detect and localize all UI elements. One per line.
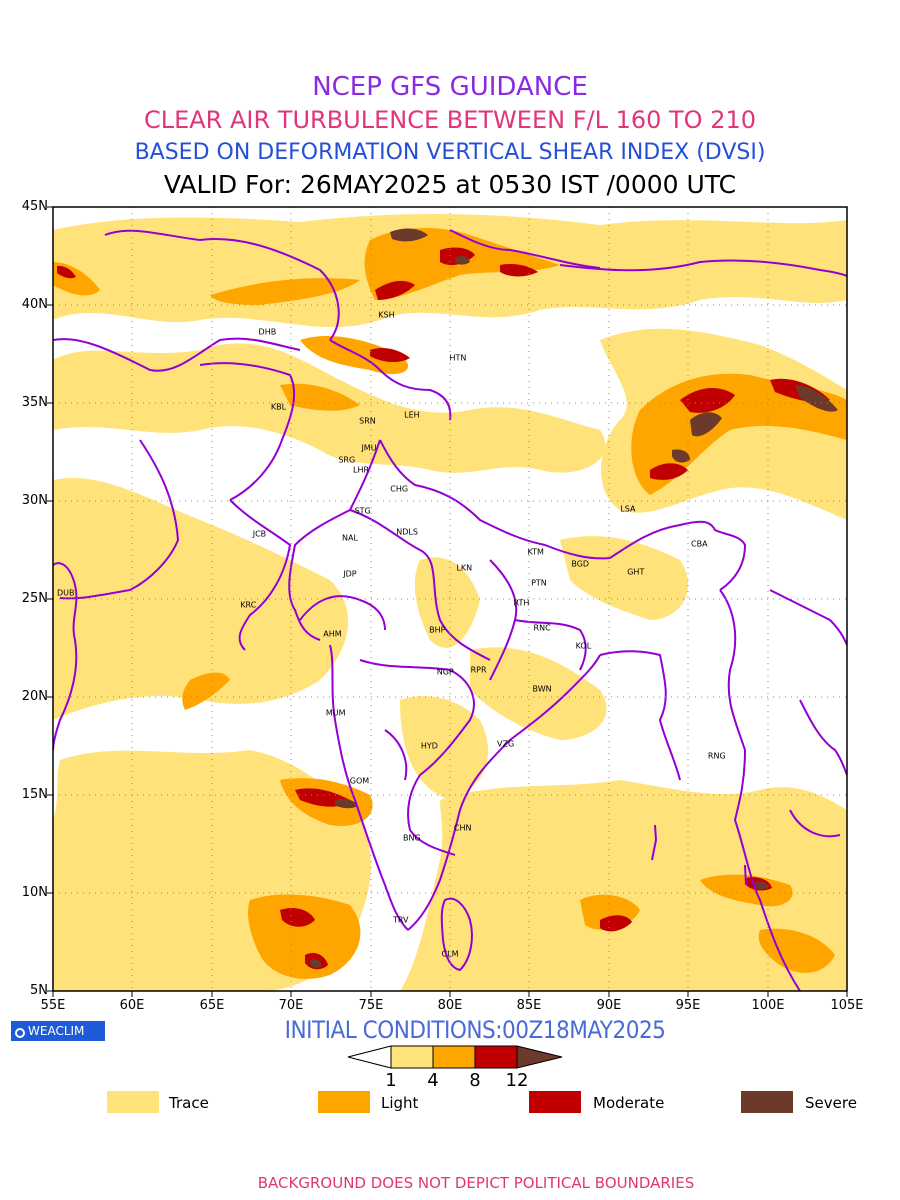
station-label: NDLS [396,527,418,537]
station-label: RNG [707,751,726,761]
lat-label: 35N [21,395,48,410]
lon-label: 60E [119,998,145,1013]
station-label: RTH [513,598,530,608]
colorbar-tick-label: 4 [427,1070,439,1091]
station-label: NAL [341,533,358,543]
station-label: AHM [323,629,342,639]
lon-label: 105E [830,998,864,1013]
station-label: HYD [420,741,438,751]
colorbar-tick-label: 1 [385,1070,397,1091]
lon-label: 95E [675,998,701,1013]
colorbar-tick-label: 8 [469,1070,481,1091]
lon-label: 75E [358,998,384,1013]
station-label: TRV [393,915,409,925]
colorbar-below-arrow [347,1045,392,1069]
lon-label: 55E [40,998,66,1013]
colorbar-segment-trace [390,1045,434,1069]
severe-areas [310,228,838,968]
lon-label: 85E [516,998,542,1013]
station-label: JCB [252,529,267,539]
station-label: BNG [403,833,421,843]
legend-label-severe: Severe [805,1094,857,1112]
turbulence-field [53,207,847,991]
station-label: CLM [441,949,459,959]
station-label: KRC [240,600,257,610]
lat-label: 45N [21,199,48,214]
lon-label: 80E [437,998,463,1013]
colorbar-segment-severe [516,1045,563,1069]
station-label: RPR [470,665,487,675]
legend-label-light: Light [381,1094,419,1112]
lon-label: 100E [751,998,785,1013]
station-label: LEH [404,410,420,420]
graticule [53,207,847,991]
station-label: VZG [497,739,515,749]
station-label: KTM [527,547,544,557]
lat-label: 30N [21,493,48,508]
lat-label: 25N [21,591,48,606]
title-line-3: BASED ON DEFORMATION VERTICAL SHEAR INDE… [134,140,766,165]
legend-label-trace: Trace [169,1094,209,1112]
station-label: RNC [533,623,551,633]
station-label: GHT [627,567,645,577]
station-label: CBA [691,539,708,549]
station-label: DUB [56,588,75,598]
station-label: LKN [456,563,473,573]
station-label: BGD [571,559,590,569]
colorbar [347,1045,563,1069]
logo-ring-icon [15,1028,25,1038]
lat-label: 40N [21,297,48,312]
station-label: BHP [429,625,446,635]
footer-note: BACKGROUND DOES NOT DEPICT POLITICAL BOU… [257,1174,695,1192]
station-label: LSA [620,504,636,514]
station-label: SRG [338,455,356,465]
lon-label: 70E [278,998,304,1013]
station-label: MUM [325,708,346,718]
legend-swatch-severe [741,1091,793,1113]
station-label: STG [354,506,371,516]
station-label: LHR [353,465,370,475]
legend-swatch-trace [107,1091,159,1113]
colorbar-segment-light [432,1045,476,1069]
legend-swatch-moderate [529,1091,581,1113]
station-label: CHN [453,823,472,833]
station-label: NGP [436,667,454,677]
initial-conditions: INITIAL CONDITIONS:00Z18MAY2025 [284,1016,666,1044]
colorbar-segment-moderate [474,1045,518,1069]
station-label: KSH [378,310,395,320]
lon-label: 90E [596,998,622,1013]
station-label: KOL [575,641,592,651]
station-label: CHG [390,484,409,494]
lon-label: 65E [199,998,225,1013]
logo-text: WEACLIM [28,1024,85,1038]
valid-time: VALID For: 26MAY2025 at 0530 IST /0000 U… [163,170,737,199]
lat-label: 5N [30,983,48,998]
legend-swatch-light [318,1091,370,1113]
lat-label: 20N [21,689,48,704]
title-line-1: NCEP GFS GUIDANCE [312,72,588,102]
boundary-lines [53,229,847,991]
station-label: PTN [531,578,547,588]
lat-label: 10N [21,885,48,900]
station-label: JMU [361,443,377,453]
station-label: HTN [449,353,467,363]
legend-label-moderate: Moderate [593,1094,665,1112]
station-label: DHB [258,327,277,337]
station-label: SRN [359,416,376,426]
station-label: BWN [532,684,552,694]
lat-label: 15N [21,787,48,802]
colorbar-tick-label: 12 [505,1070,529,1091]
station-label: JDP [343,569,357,579]
axis-ticks [47,206,848,997]
station-label: GOM [349,776,370,786]
weaclim-logo: WEACLIM [11,1021,105,1041]
title-line-2: CLEAR AIR TURBULENCE BETWEEN F/L 160 TO … [143,106,757,134]
station-label: KBL [270,402,287,412]
